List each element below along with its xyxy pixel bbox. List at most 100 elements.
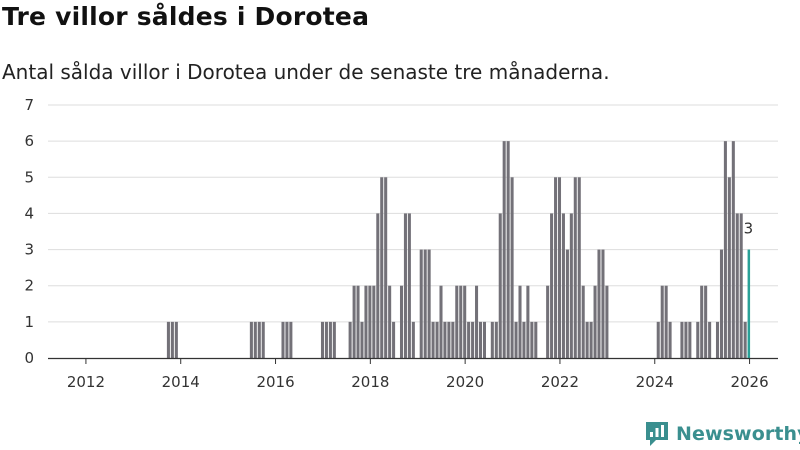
- bar: [328, 321, 332, 358]
- x-tick-label: 2016: [256, 373, 294, 391]
- bar: [423, 249, 427, 358]
- bar: [435, 321, 439, 358]
- bar: [546, 285, 550, 358]
- bar: [463, 285, 467, 358]
- bar: [577, 177, 581, 358]
- bar: [719, 249, 723, 358]
- brand-name: Newsworthy: [676, 423, 800, 445]
- x-tick-label: 2018: [351, 373, 389, 391]
- bar: [494, 321, 498, 358]
- bar: [565, 249, 569, 358]
- newsworthy-logo-icon: [646, 422, 668, 446]
- bar: [573, 177, 577, 358]
- highlight-value-label: 3: [744, 220, 754, 238]
- bar: [696, 321, 700, 358]
- bar: [285, 321, 289, 358]
- bar: [332, 321, 336, 358]
- bar: [688, 321, 692, 358]
- bar: [700, 285, 704, 358]
- bars: [166, 141, 751, 358]
- bar: [471, 321, 475, 358]
- bar: [249, 321, 253, 358]
- bar: [708, 321, 712, 358]
- x-tick-label: 2020: [446, 373, 484, 391]
- bar: [514, 321, 518, 358]
- bar: [593, 285, 597, 358]
- y-tick-label: 5: [24, 168, 34, 186]
- bar: [668, 321, 672, 358]
- bar: [727, 177, 731, 358]
- bar: [419, 249, 423, 358]
- bar: [257, 321, 261, 358]
- bar: [467, 321, 471, 358]
- bar: [439, 285, 443, 358]
- bar: [455, 285, 459, 358]
- bar: [407, 213, 411, 358]
- bar: [735, 213, 739, 358]
- grid-lines: [48, 104, 778, 323]
- bar: [380, 177, 384, 358]
- bar: [170, 321, 174, 358]
- bar: [704, 285, 708, 358]
- bar: [174, 321, 178, 358]
- bar: [550, 213, 554, 358]
- bar: [376, 213, 380, 358]
- bar: [723, 141, 727, 358]
- bar: [684, 321, 688, 358]
- x-tick-label: 2026: [730, 373, 768, 391]
- y-axis-ticks: 0 1 2 3 4 5 6 7: [24, 96, 34, 367]
- bar: [478, 321, 482, 358]
- y-tick-label: 3: [24, 241, 34, 259]
- bar: [554, 177, 558, 358]
- bar: [368, 285, 372, 358]
- x-tick-label: 2012: [67, 373, 105, 391]
- bar: [372, 285, 376, 358]
- bar: [431, 321, 435, 358]
- bar: [324, 321, 328, 358]
- bar: [427, 249, 431, 358]
- y-tick-label: 7: [24, 96, 34, 114]
- bar: [289, 321, 293, 358]
- bar: [731, 141, 735, 358]
- bar: [660, 285, 664, 358]
- bar: [498, 213, 502, 358]
- bar: [392, 321, 396, 358]
- bar: [388, 285, 392, 358]
- bar: [605, 285, 609, 358]
- newsworthy-logo[interactable]: Newsworthy: [644, 420, 800, 448]
- bar: [715, 321, 720, 358]
- bar: [459, 285, 463, 358]
- bar: [166, 321, 170, 358]
- bar: [352, 285, 356, 358]
- bar: [518, 285, 522, 358]
- bar: [506, 141, 510, 358]
- x-tick-label: 2014: [162, 373, 200, 391]
- bar: [526, 285, 530, 358]
- bar: [356, 285, 360, 358]
- y-tick-label: 6: [24, 132, 34, 150]
- bar: [743, 321, 747, 358]
- bar: [447, 321, 451, 358]
- bar: [601, 249, 605, 358]
- bar: [561, 213, 565, 358]
- bar: [411, 321, 415, 358]
- bar: [443, 321, 447, 358]
- bar: [530, 321, 534, 358]
- bar: [261, 321, 265, 358]
- bar: [364, 285, 368, 358]
- bar: [490, 321, 494, 358]
- bar: [664, 285, 668, 358]
- y-tick-label: 2: [24, 277, 34, 295]
- bar: [451, 321, 455, 358]
- bar: [253, 321, 257, 358]
- bar: [739, 213, 743, 358]
- bar: [585, 321, 589, 358]
- x-axis: 2012 2014 2016 2018 2020 2022 2024 2026: [48, 357, 778, 391]
- bar: [475, 285, 479, 358]
- x-tick-label: 2024: [636, 373, 674, 391]
- bar: [534, 321, 538, 358]
- bar: [399, 285, 404, 358]
- bar: [281, 321, 285, 358]
- bar: [569, 213, 573, 358]
